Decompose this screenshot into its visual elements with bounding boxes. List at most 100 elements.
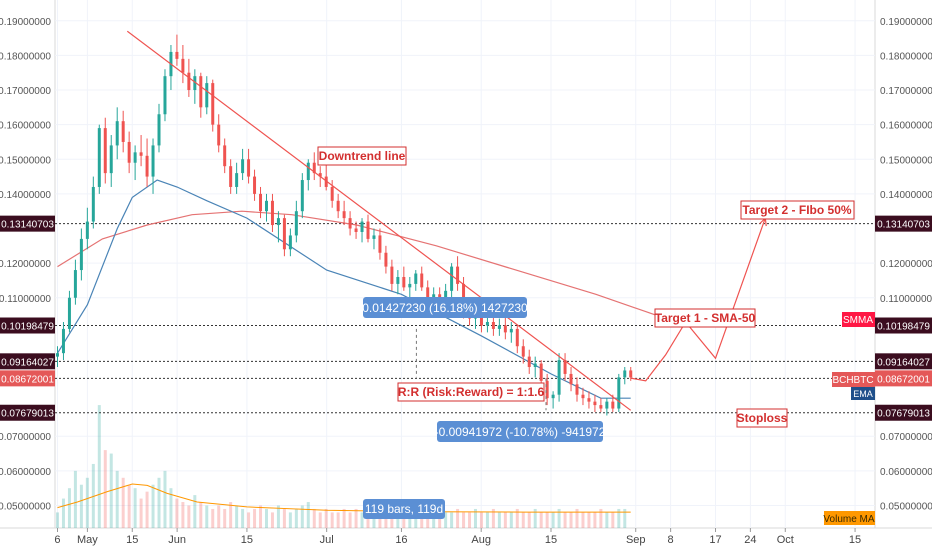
candle-body[interactable] (336, 200, 340, 212)
candle-body[interactable] (270, 200, 274, 226)
candle-body[interactable] (217, 124, 221, 146)
measure-down-box[interactable]: -0.00941972 (-10.78%) -941972 (435, 421, 606, 442)
candle-body[interactable] (67, 297, 71, 329)
candle-body[interactable] (300, 180, 304, 212)
candle-body[interactable] (211, 83, 215, 125)
candle-body[interactable] (73, 270, 77, 298)
candle-body[interactable] (551, 394, 555, 399)
candle-body[interactable] (515, 328, 519, 347)
candle-body[interactable] (497, 325, 501, 329)
candle-body[interactable] (402, 276, 406, 288)
candle-body[interactable] (187, 72, 191, 91)
candle-body[interactable] (593, 401, 597, 406)
candle-body[interactable] (205, 83, 209, 108)
candle-body[interactable] (503, 325, 507, 333)
candle-body[interactable] (545, 380, 549, 399)
candle-body[interactable] (121, 121, 125, 142)
candle-body[interactable] (557, 360, 561, 395)
candle-body[interactable] (485, 321, 489, 326)
candle-body[interactable] (306, 162, 310, 181)
measure-up-box[interactable]: 0.01427230 (16.18%) 1427230 (362, 297, 528, 318)
candle-body[interactable] (163, 76, 167, 115)
candle-body[interactable] (611, 401, 615, 409)
candle-body[interactable] (55, 353, 59, 357)
target1-label[interactable]: Target 1 - SMA-50 (654, 308, 756, 328)
candle-body[interactable] (587, 398, 591, 402)
candle-body[interactable] (133, 152, 137, 163)
candle-body[interactable] (91, 186, 95, 222)
candle-body[interactable] (378, 235, 382, 253)
candle-body[interactable] (521, 346, 525, 357)
candle-body[interactable] (330, 186, 334, 201)
candle-body[interactable] (456, 266, 460, 284)
candle-body[interactable] (312, 162, 316, 174)
candle-body[interactable] (288, 235, 292, 250)
candle-body[interactable] (539, 363, 543, 381)
downtrend-label[interactable]: Downtrend line (317, 146, 407, 166)
candle-body[interactable] (575, 384, 579, 395)
candle-body[interactable] (115, 121, 119, 146)
candle-body[interactable] (414, 273, 418, 284)
candle-body[interactable] (342, 211, 346, 219)
candle-body[interactable] (354, 228, 358, 232)
candle-body[interactable] (61, 328, 65, 354)
candle-body[interactable] (450, 266, 454, 291)
candle-body[interactable] (390, 266, 394, 284)
candle-body[interactable] (491, 321, 495, 329)
bars-count-box[interactable]: 119 bars, 119d (363, 499, 445, 519)
candle-body[interactable] (509, 328, 513, 333)
candle-body[interactable] (294, 211, 298, 236)
candle-body[interactable] (420, 273, 424, 288)
candle-body[interactable] (617, 377, 621, 409)
candle-body[interactable] (241, 159, 245, 174)
candle-body[interactable] (479, 315, 483, 326)
candles-layer[interactable] (55, 34, 633, 416)
candle-body[interactable] (193, 76, 197, 91)
candle-body[interactable] (360, 221, 364, 232)
candle-body[interactable] (605, 401, 609, 409)
candle-body[interactable] (145, 155, 149, 177)
candle-body[interactable] (259, 193, 263, 212)
candle-body[interactable] (569, 373, 573, 385)
candle-body[interactable] (372, 235, 376, 239)
candle-body[interactable] (384, 252, 388, 267)
candle-body[interactable] (229, 166, 233, 187)
candle-body[interactable] (408, 283, 412, 288)
candle-body[interactable] (563, 360, 567, 374)
candle-body[interactable] (157, 114, 161, 146)
drawings-layer[interactable] (126, 30, 767, 411)
candle-body[interactable] (432, 294, 436, 298)
candle-body[interactable] (235, 173, 239, 187)
candle-body[interactable] (127, 141, 131, 163)
target2-label[interactable]: Target 2 - FIbo 50% (740, 200, 855, 220)
candle-body[interactable] (282, 218, 286, 250)
candle-body[interactable] (264, 200, 268, 212)
candle-body[interactable] (97, 128, 101, 187)
candle-body[interactable] (533, 363, 537, 368)
candle-body[interactable] (348, 218, 352, 229)
candle-body[interactable] (366, 221, 370, 239)
candle-body[interactable] (599, 405, 603, 409)
candle-body[interactable] (79, 238, 83, 271)
candle-body[interactable] (581, 394, 585, 399)
candle-body[interactable] (253, 176, 257, 194)
candle-body[interactable] (276, 218, 280, 226)
stoploss-label[interactable]: Stoploss (736, 408, 788, 428)
candle-body[interactable] (426, 287, 430, 298)
candle-body[interactable] (318, 173, 322, 177)
rr-label[interactable]: R:R (Risk:Reward) = 1:1.6 (397, 382, 545, 402)
candle-body[interactable] (247, 159, 251, 177)
candle-body[interactable] (103, 128, 107, 174)
candle-body[interactable] (623, 370, 627, 378)
candle-body[interactable] (151, 145, 155, 177)
candle-body[interactable] (324, 176, 328, 187)
candle-body[interactable] (527, 356, 531, 368)
candle-body[interactable] (396, 276, 400, 284)
candle-body[interactable] (223, 145, 227, 167)
candle-body[interactable] (175, 51, 179, 59)
candle-body[interactable] (109, 145, 113, 174)
candle-body[interactable] (199, 76, 203, 108)
candle-body[interactable] (181, 58, 185, 73)
candle-body[interactable] (85, 221, 89, 239)
